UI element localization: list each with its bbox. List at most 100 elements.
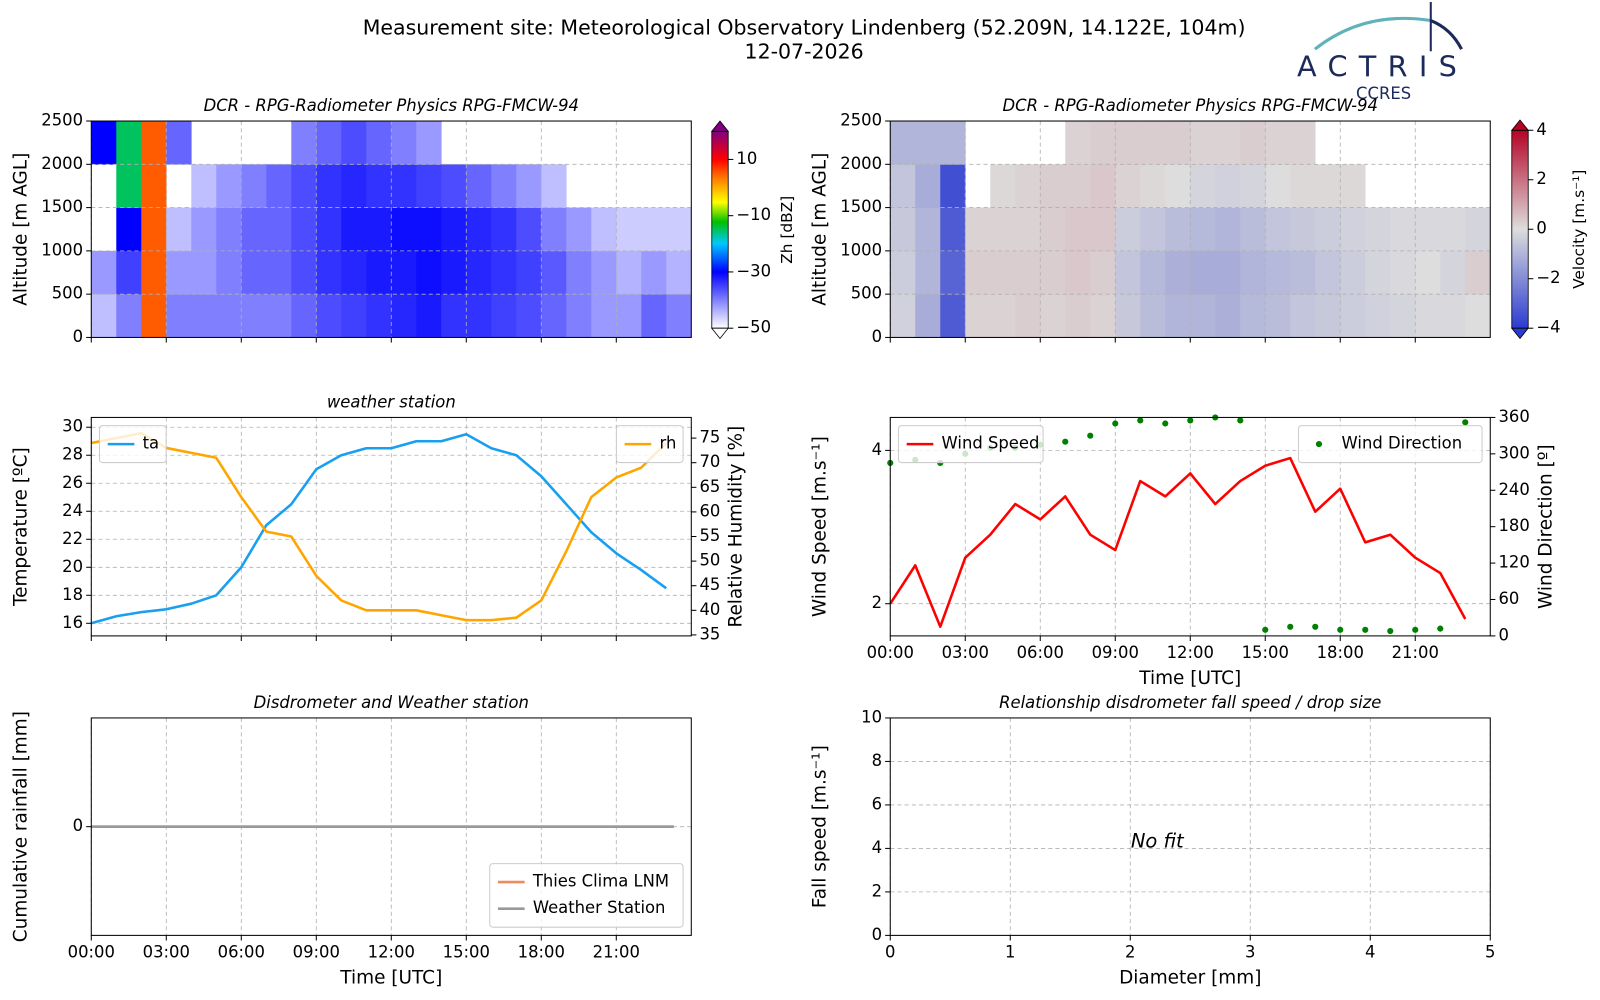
- heatmap-cell: [1315, 250, 1341, 295]
- heatmap-cell: [291, 250, 317, 295]
- heatmap-cell: [1440, 250, 1466, 295]
- y-axis-label: Altitude [m AGL]: [810, 153, 831, 306]
- heatmap-cell: [216, 250, 242, 295]
- heatmap-cell: [1015, 207, 1041, 252]
- heatmap-cell: [491, 250, 517, 295]
- colorbar-tick-label: −10: [736, 205, 771, 224]
- heatmap-cell: [666, 207, 692, 252]
- heatmap-cell: [266, 207, 292, 252]
- scatter-point: [1162, 420, 1169, 427]
- heatmap-cell: [116, 250, 142, 295]
- y-tick-label: 18: [62, 585, 83, 604]
- heatmap-cell: [1465, 250, 1491, 295]
- y-tick-label: 6: [872, 794, 882, 813]
- heatmap-cell: [1190, 164, 1216, 208]
- heatmap-cell: [541, 207, 567, 252]
- logo-subtext: CCRES: [1356, 84, 1411, 103]
- axes-frame: [90, 120, 692, 338]
- y2-tick-label: 240: [1498, 480, 1529, 499]
- y2-tick-label: 0: [1498, 625, 1508, 644]
- heatmap-cell: [1140, 250, 1166, 295]
- heatmap-cell: [616, 250, 642, 295]
- heatmap-cell: [1415, 294, 1441, 338]
- heatmap-cell: [1240, 164, 1266, 208]
- x-tick-label: 09:00: [1092, 643, 1139, 662]
- heatmap-cell: [316, 164, 342, 208]
- y2-tick-label: 180: [1498, 516, 1529, 535]
- colorbar-tick-label: 4: [1536, 120, 1546, 139]
- heatmap-cell: [516, 250, 542, 295]
- heatmap-cell: [1115, 294, 1141, 338]
- logo-arc: [1430, 19, 1463, 50]
- panel-title: DCR - RPG-Radiometer Physics RPG-FMCW-94: [204, 96, 579, 115]
- heatmap-cell: [241, 294, 267, 338]
- heatmap-cell: [1340, 294, 1366, 338]
- legend-box: [1297, 425, 1483, 464]
- scatter-point: [1287, 623, 1294, 630]
- heatmap-cell: [1265, 121, 1291, 165]
- heatmap-cell: [1040, 294, 1066, 338]
- heatmap-cell: [491, 164, 517, 208]
- scatter-point: [1087, 432, 1094, 439]
- heatmap-cell: [1365, 207, 1391, 252]
- colorbar-tick-label: 2: [1536, 169, 1546, 188]
- heatmap-cell: [1140, 294, 1166, 338]
- heatmap-cell: [566, 207, 592, 252]
- scatter-point: [1062, 438, 1069, 445]
- heatmap-cell: [191, 164, 217, 208]
- scatter-point: [1462, 419, 1469, 426]
- heatmap-cell: [416, 250, 442, 295]
- heatmap-cell: [915, 250, 941, 295]
- heatmap-cell: [1440, 294, 1466, 338]
- heatmap-cell: [1290, 250, 1316, 295]
- legend-box: [489, 863, 684, 928]
- heatmap-cell: [491, 294, 517, 338]
- heatmap-cell: [591, 250, 617, 295]
- heatmap-cell: [1165, 250, 1191, 295]
- heatmap-cell: [366, 207, 392, 252]
- heatmap-cell: [141, 294, 167, 338]
- y2-tick-label: 45: [699, 575, 720, 594]
- heatmap-cell: [1165, 164, 1191, 208]
- panel-title: Relationship disdrometer fall speed / dr…: [999, 693, 1381, 712]
- y-tick-label: 2: [872, 593, 882, 612]
- colorbar-extend: [1510, 119, 1530, 131]
- panel: 0 1 2 3 4 5 0 2 4 6 8 10 Relationship disdrometer fa…: [810, 693, 1496, 988]
- heatmap-cell: [1065, 207, 1091, 252]
- y-tick-label: 0: [73, 327, 83, 346]
- heatmap-cell: [166, 121, 192, 165]
- legend-label: Thies Clima LNM: [532, 872, 669, 891]
- colorbar-tick-label: −4: [1536, 318, 1560, 337]
- heatmap-cell: [316, 250, 342, 295]
- heatmap-cell: [1290, 294, 1316, 338]
- colorbar-tick-label: 0: [1536, 219, 1546, 238]
- heatmap-cell: [316, 121, 342, 165]
- heatmap-cell: [1040, 250, 1066, 295]
- scatter-point: [1437, 625, 1444, 632]
- heatmap-cell: [341, 250, 367, 295]
- panel-title: weather station: [327, 393, 456, 412]
- heatmap-cell: [1090, 250, 1116, 295]
- heatmap-cell: [316, 294, 342, 338]
- y2-axis-label: Wind Direction [º]: [1536, 444, 1557, 609]
- heatmap-cell: [1265, 250, 1291, 295]
- axes-frame: [889, 717, 1491, 936]
- scatter-point: [1387, 627, 1394, 635]
- scatter-point: [1112, 420, 1119, 427]
- colorbar-tick-label: −50: [736, 318, 771, 337]
- x-tick-label: 3: [1245, 942, 1255, 961]
- heatmap-cell: [291, 294, 317, 338]
- heatmap-cell: [391, 250, 417, 295]
- heatmap-cell: [466, 250, 492, 295]
- heatmap-cell: [141, 250, 167, 295]
- y-tick-label: 10: [861, 707, 882, 726]
- heatmap-cell: [1340, 207, 1366, 252]
- heatmap-cell: [166, 294, 192, 338]
- heatmap-cell: [266, 250, 292, 295]
- heatmap-cell: [1240, 207, 1266, 252]
- heatmap-cell: [1140, 207, 1166, 252]
- heatmap-cell: [940, 207, 966, 252]
- x-tick-label: 0: [885, 942, 895, 961]
- heatmap-cell: [1440, 207, 1466, 252]
- y2-tick-label: 50: [699, 551, 720, 570]
